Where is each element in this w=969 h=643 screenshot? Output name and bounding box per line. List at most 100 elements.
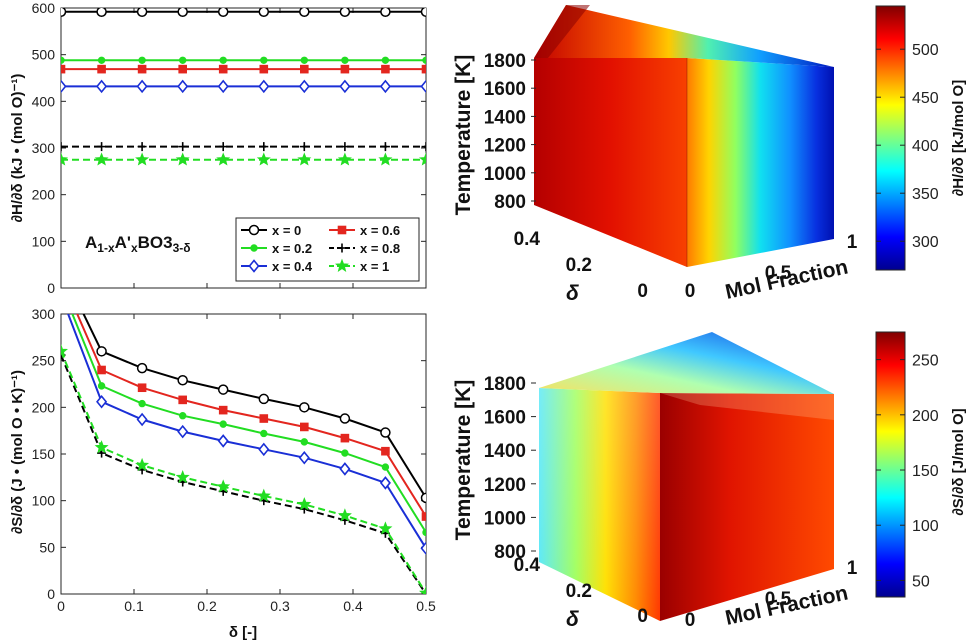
- dh-series-x-0-2-point: [97, 56, 106, 64]
- dh-series-x-0-8-point: [259, 142, 269, 152]
- ds-ytick-label: 200: [32, 399, 56, 415]
- ds-series-x-1-point: [175, 469, 190, 484]
- ds-series-x-1-point: [135, 457, 150, 472]
- dh-series-x-0-4-point: [420, 79, 426, 94]
- ds-series-x-0-6-point: [218, 405, 228, 415]
- dh-cube-ytick: 0: [637, 281, 648, 302]
- ds-xtick-label: 0.2: [197, 598, 217, 614]
- legend-marker: [335, 258, 349, 272]
- dh-series-x-0-8-point: [380, 142, 390, 152]
- dh-cube-ztick-label: 1000: [484, 164, 526, 185]
- ds-cube-ytick: 0.2: [566, 581, 592, 602]
- ds-series-x-0-6-point: [259, 414, 269, 423]
- dh-series-x-0-4-point: [298, 79, 310, 94]
- dh-series-x-0-point: [177, 8, 188, 17]
- ds-series-x-0-2-point: [260, 429, 268, 438]
- ds-colorbar-tick-label: 150: [912, 463, 939, 480]
- dh-series-x-0-point: [420, 8, 426, 17]
- ds-xtick-label: 0: [57, 598, 65, 614]
- dh-series-x-0-point: [136, 8, 148, 17]
- dh-cube-ztick-label: 800: [494, 192, 526, 213]
- ds-cube-ztick-label: 1600: [484, 408, 526, 429]
- dh-series-x-0-6-point: [300, 64, 309, 74]
- ds-colorbar-label: ∂S/∂δ [J/mol O]: [950, 408, 967, 515]
- dh-cube-zlabel: Temperature [K]: [452, 55, 475, 216]
- legend-label: x = 0.4: [272, 259, 313, 274]
- dh-cube-top-face: [534, 5, 834, 67]
- legend-label: x = 0.8: [360, 241, 400, 256]
- legend: x = 0 x = 0.2 x = 0.4 x = 0.6 x = 0.8 x = 1: [235, 217, 420, 282]
- dh-cube-ylabel: δ: [566, 282, 579, 305]
- legend-item: x = 0.6: [329, 223, 400, 238]
- ds-cube-xtick: 1: [847, 558, 858, 579]
- ds-series-x-0-point: [380, 427, 391, 438]
- dh-cube-xtick: 0.5: [765, 263, 792, 284]
- ds-series-x-0-point: [420, 492, 426, 504]
- dh-ytick-label: 500: [32, 47, 56, 63]
- ds-colorbar-tick-label: 250: [912, 353, 939, 370]
- ds-series-x-0-2-point: [138, 399, 146, 408]
- legend-item: x = 0.2: [241, 241, 312, 256]
- ds-series-x-1-point: [378, 521, 393, 535]
- dh-series-x-0-4-point: [96, 79, 108, 94]
- legend-box: [235, 217, 420, 282]
- dh-series-x-0-8-point: [340, 142, 350, 152]
- legend-marker: [337, 225, 347, 235]
- ds-series-x-0-point: [177, 375, 188, 386]
- ds-series-x-0-6-point: [300, 422, 309, 432]
- ds-series-x-1-point: [61, 343, 68, 358]
- ds-series-x-1-point: [216, 479, 231, 493]
- ds-series-x-0-6-point: [178, 395, 187, 405]
- ds-series-x-0-4-point: [298, 450, 310, 465]
- dh-ytick-label: 0: [47, 280, 55, 296]
- dh-series-x-0-2-point: [219, 56, 227, 64]
- dh-series-x-0-8-point: [137, 142, 147, 152]
- ds-series-x-1-point: [297, 497, 312, 511]
- dh-series-x-1-point: [175, 152, 190, 166]
- dh-series-x-0-4-point: [61, 79, 67, 94]
- legend-marker: [250, 244, 258, 252]
- legend-marker: [337, 243, 347, 253]
- dh-cube-ztick-label: 1800: [484, 51, 526, 72]
- ds-series-x-1-point: [419, 585, 426, 594]
- ds-series-x-0-2-point: [341, 449, 349, 457]
- dh-series-x-0-point: [339, 8, 351, 17]
- dh-series-x-0-point: [380, 8, 391, 17]
- ds-cube-ztick-label: 1000: [484, 508, 526, 529]
- ds-series-x-1-point: [256, 488, 271, 502]
- dh-cube-ztick-label: 1600: [484, 79, 526, 100]
- dh-series-x-0-2-point: [381, 56, 390, 64]
- dh-series-x-1-point: [337, 152, 352, 166]
- dh-colorbar-tick-label: 450: [912, 90, 939, 107]
- ds-series-x-0-2-point: [300, 438, 309, 446]
- ds-series-x-0-point: [96, 346, 107, 357]
- dh-series-x-0-8-point: [61, 142, 66, 152]
- dh-series-x-0-8-point: [97, 142, 107, 152]
- ds-xlabel: δ [-]: [229, 624, 257, 641]
- ds-series-x-0-point: [136, 362, 148, 374]
- dh-series-x-0-2-point: [61, 56, 65, 64]
- ds-series-x-0-4-point: [96, 394, 108, 409]
- dh-series-x-1-point: [61, 152, 68, 166]
- dh-ytick-label: 400: [32, 93, 56, 109]
- dh-series-x-0-8-point: [178, 142, 188, 152]
- dh-colorbar-tick-label: 350: [912, 186, 939, 203]
- ds-ytick-label: 300: [32, 306, 56, 322]
- ds-cube-ztick-label: 1200: [484, 475, 526, 496]
- legend-item: x = 0: [241, 223, 301, 238]
- dh-series-x-0: [61, 8, 426, 17]
- dh-series-x-1: [61, 152, 426, 166]
- dh-series-x-1-point: [297, 152, 312, 166]
- ds-cube-ytick: 0.4: [514, 555, 541, 576]
- ds-series-x-1-point: [337, 508, 352, 522]
- ds-series-x-0-8-line: [61, 354, 426, 594]
- dh-series-x-0-point: [258, 8, 270, 17]
- dh-cube-ztick-label: 1400: [484, 107, 526, 128]
- dh-series-x-0-4-point: [136, 79, 148, 94]
- dh-series-x-0-6-point: [178, 64, 187, 74]
- legend-item: x = 1: [329, 258, 389, 274]
- ds-series-x-0-4-point: [136, 412, 148, 427]
- dh-series-x-1-point: [216, 152, 231, 166]
- dh-cube-xtick: 0: [685, 281, 696, 302]
